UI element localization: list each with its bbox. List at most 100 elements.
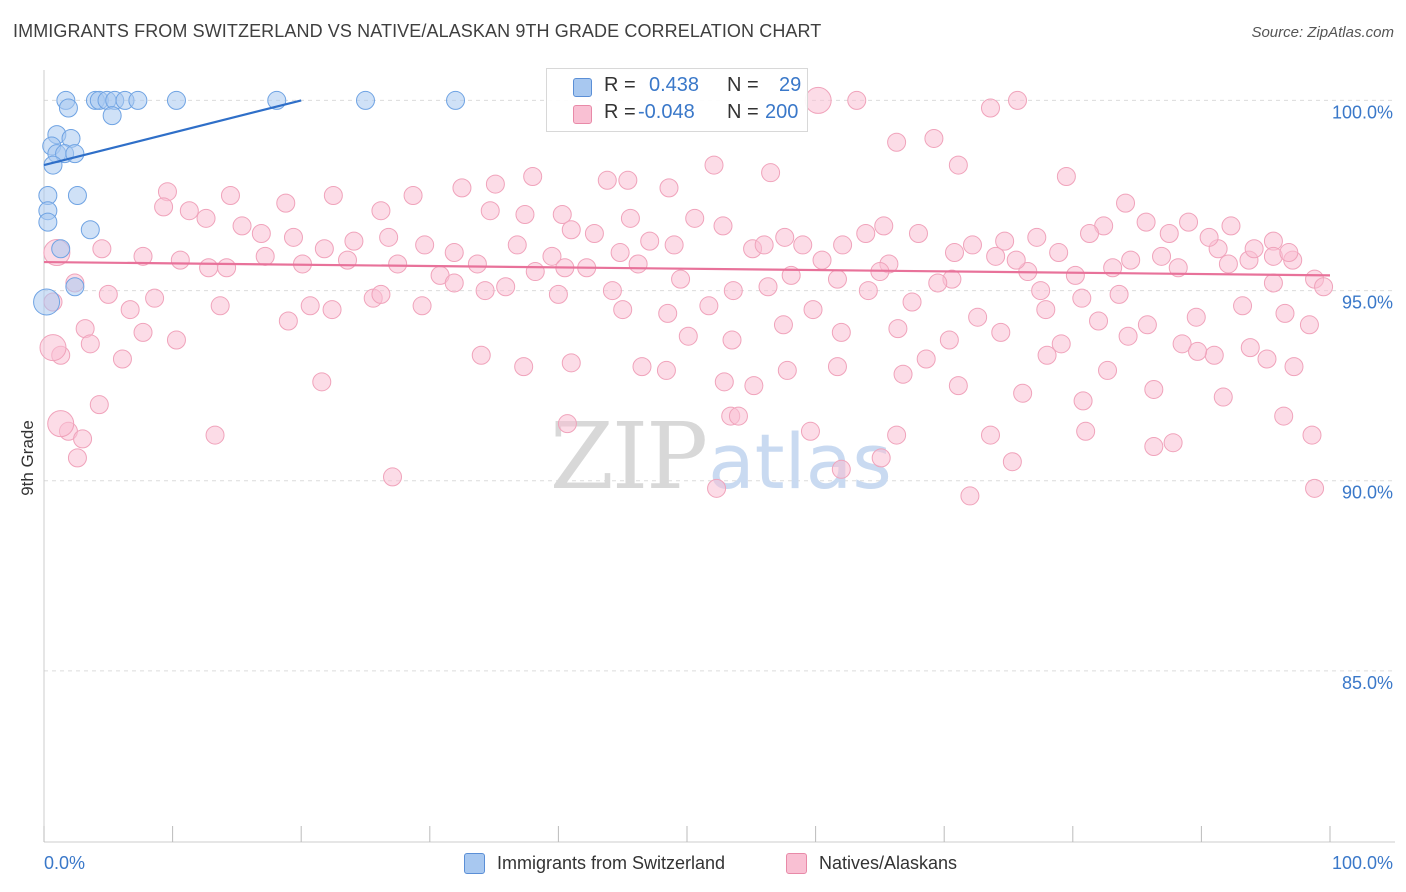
natives-point — [480, 201, 500, 221]
natives-point — [833, 235, 853, 255]
natives-point — [1144, 436, 1164, 456]
natives-point — [597, 170, 617, 190]
natives-point — [980, 425, 1000, 445]
natives-point — [944, 243, 964, 263]
natives-point — [1036, 300, 1056, 320]
natives-point — [658, 303, 678, 323]
natives-point — [525, 262, 545, 282]
natives-point — [659, 178, 679, 198]
natives-point — [475, 281, 495, 301]
natives-point — [1065, 265, 1085, 285]
natives-point — [723, 281, 743, 301]
natives-point — [812, 250, 832, 270]
switzerland-point — [128, 90, 148, 110]
natives-point — [640, 231, 660, 251]
natives-point — [452, 178, 472, 198]
natives-point — [1027, 227, 1047, 247]
natives-point — [523, 166, 543, 186]
natives-point — [1051, 334, 1071, 354]
legend-swatch-pink — [573, 105, 592, 124]
trend-lines — [43, 99, 1331, 277]
natives-point — [507, 235, 527, 255]
natives-point — [916, 349, 936, 369]
y-tick-label: 100.0% — [1332, 102, 1393, 122]
natives-point — [1199, 227, 1219, 247]
natives-point — [856, 224, 876, 244]
natives-point — [98, 284, 118, 304]
natives-point — [1244, 239, 1264, 259]
switzerland-point — [33, 288, 61, 316]
y-tick-label: 90.0% — [1342, 483, 1393, 503]
natives-point — [1305, 478, 1325, 498]
natives-point — [893, 364, 913, 384]
natives-point — [1006, 250, 1026, 270]
natives-point — [827, 357, 847, 377]
natives-point — [754, 235, 774, 255]
natives-point — [1008, 90, 1028, 110]
natives-point — [902, 292, 922, 312]
natives-point — [678, 326, 698, 346]
trend-line-switzerland — [43, 99, 302, 167]
natives-point — [232, 216, 252, 236]
natives-point — [827, 269, 847, 289]
natives-point — [948, 155, 968, 175]
x-tick-label: 100.0% — [1332, 853, 1393, 873]
natives-point — [610, 243, 630, 263]
legend-swatch-blue — [464, 853, 485, 874]
series-switzerland-points — [33, 90, 466, 316]
legend-row-natives: R = -0.048 N = 200 — [547, 100, 807, 126]
natives-point — [1213, 387, 1233, 407]
natives-point — [557, 414, 577, 434]
natives-point — [1056, 166, 1076, 186]
natives-point — [166, 330, 186, 350]
natives-point — [467, 254, 487, 274]
natives-point — [1002, 452, 1022, 472]
natives-point — [664, 235, 684, 255]
natives-point — [514, 357, 534, 377]
natives-point — [444, 273, 464, 293]
natives-point — [995, 231, 1015, 251]
series-natives-points — [39, 86, 1334, 506]
natives-point — [314, 239, 334, 259]
natives-point — [758, 277, 778, 297]
natives-point — [773, 315, 793, 335]
natives-point — [217, 258, 237, 278]
natives-point — [415, 235, 435, 255]
natives-point — [344, 231, 364, 251]
switzerland-point — [38, 212, 58, 232]
natives-point — [888, 319, 908, 339]
natives-point — [1089, 311, 1109, 331]
natives-point — [1240, 338, 1260, 358]
natives-point — [800, 421, 820, 441]
watermark-atlas: atlas — [708, 417, 892, 506]
natives-point — [471, 345, 491, 365]
natives-point — [1098, 360, 1118, 380]
natives-point — [1172, 334, 1192, 354]
natives-point — [1221, 216, 1241, 236]
natives-point — [444, 243, 464, 263]
legend-r-value: -0.048 — [638, 101, 695, 123]
natives-point — [1257, 349, 1277, 369]
natives-point — [656, 360, 676, 380]
natives-point — [948, 376, 968, 396]
natives-point — [371, 201, 391, 221]
natives-point — [39, 334, 67, 362]
natives-point — [960, 486, 980, 506]
chart-title: IMMIGRANTS FROM SWITZERLAND VS NATIVE/AL… — [13, 21, 822, 41]
natives-point — [871, 448, 891, 468]
natives-point — [1072, 288, 1092, 308]
natives-point — [908, 224, 928, 244]
natives-point — [685, 208, 705, 228]
natives-point — [1314, 277, 1334, 297]
natives-point — [1080, 224, 1100, 244]
natives-point — [1116, 193, 1136, 213]
natives-point — [371, 284, 391, 304]
natives-point — [179, 201, 199, 221]
source-credit: Source: ZipAtlas.com — [1251, 24, 1394, 41]
natives-point — [980, 98, 1000, 118]
natives-point — [485, 174, 505, 194]
natives-point — [403, 185, 423, 205]
natives-point — [283, 227, 303, 247]
natives-point — [322, 300, 342, 320]
